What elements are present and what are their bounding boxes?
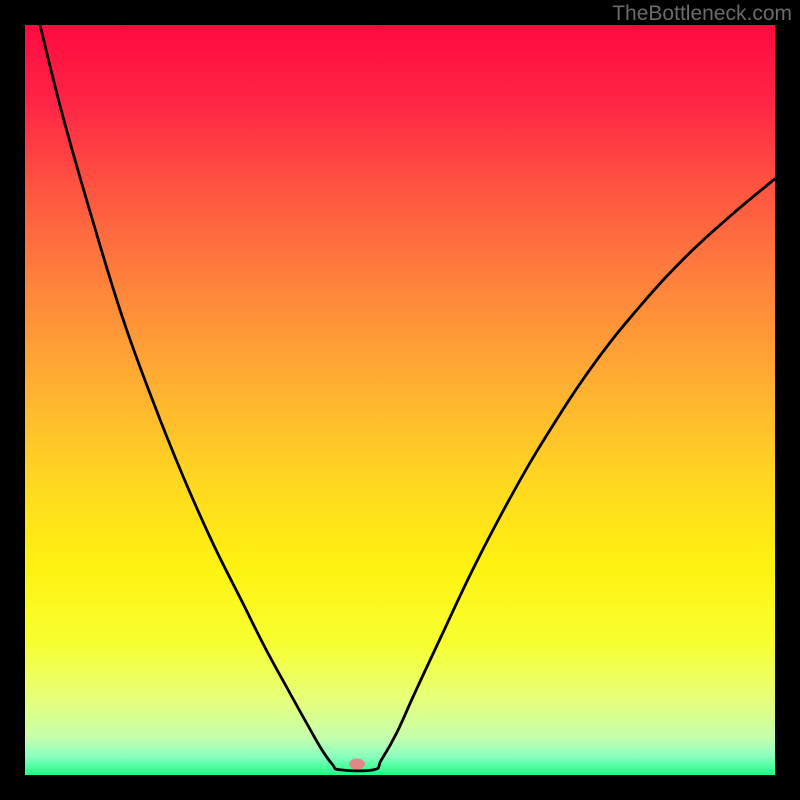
valley-marker xyxy=(349,758,365,769)
bottleneck-curve xyxy=(25,25,775,775)
chart-frame: TheBottleneck.com xyxy=(0,0,800,800)
watermark-text: TheBottleneck.com xyxy=(612,2,792,26)
plot-area xyxy=(25,25,775,775)
